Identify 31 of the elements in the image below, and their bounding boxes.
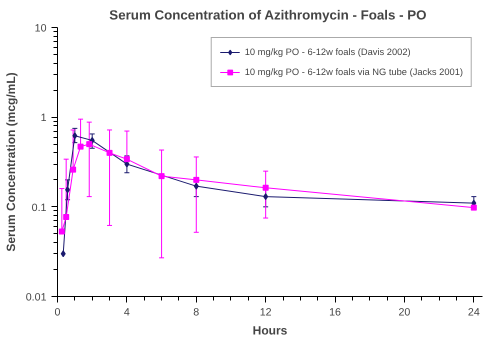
point: [262, 184, 269, 191]
y-axis-title: Serum Concentration (mcg/mL): [4, 72, 18, 252]
point: [60, 250, 66, 258]
point: [63, 214, 70, 220]
x-tick-label: 16: [329, 306, 342, 318]
x-axis-title: Hours: [252, 324, 288, 338]
x-tick-label: 0: [54, 306, 61, 318]
point: [86, 141, 92, 148]
point: [470, 204, 477, 211]
chart-title: Serum Concentration of Azithromycin - Foals - PO: [109, 8, 426, 22]
x-tick-label: 8: [193, 306, 200, 318]
legend-label: 10 mg/kg PO - 6-12w foals via NG tube (Jacks 2001): [244, 67, 463, 77]
x-tick-label: 12: [260, 306, 272, 318]
point: [158, 173, 165, 180]
point: [263, 193, 268, 200]
point: [65, 186, 70, 194]
point: [194, 182, 199, 190]
point: [106, 150, 113, 156]
y-tick-label: 0.01: [26, 292, 47, 304]
point: [58, 228, 65, 235]
point: [70, 166, 76, 173]
x-tick-label: 4: [124, 306, 130, 318]
x-tick-label: 24: [468, 306, 480, 318]
point: [78, 144, 84, 150]
legend-label: 10 mg/kg PO - 6-12w foals (Davis 2002): [244, 47, 411, 57]
point: [72, 132, 78, 140]
y-tick-label: 1: [40, 112, 47, 124]
x-tick-label: 20: [398, 306, 410, 318]
y-tick-label: 10: [34, 22, 47, 34]
y-tick-label: 0.1: [32, 202, 47, 214]
point: [193, 176, 200, 183]
